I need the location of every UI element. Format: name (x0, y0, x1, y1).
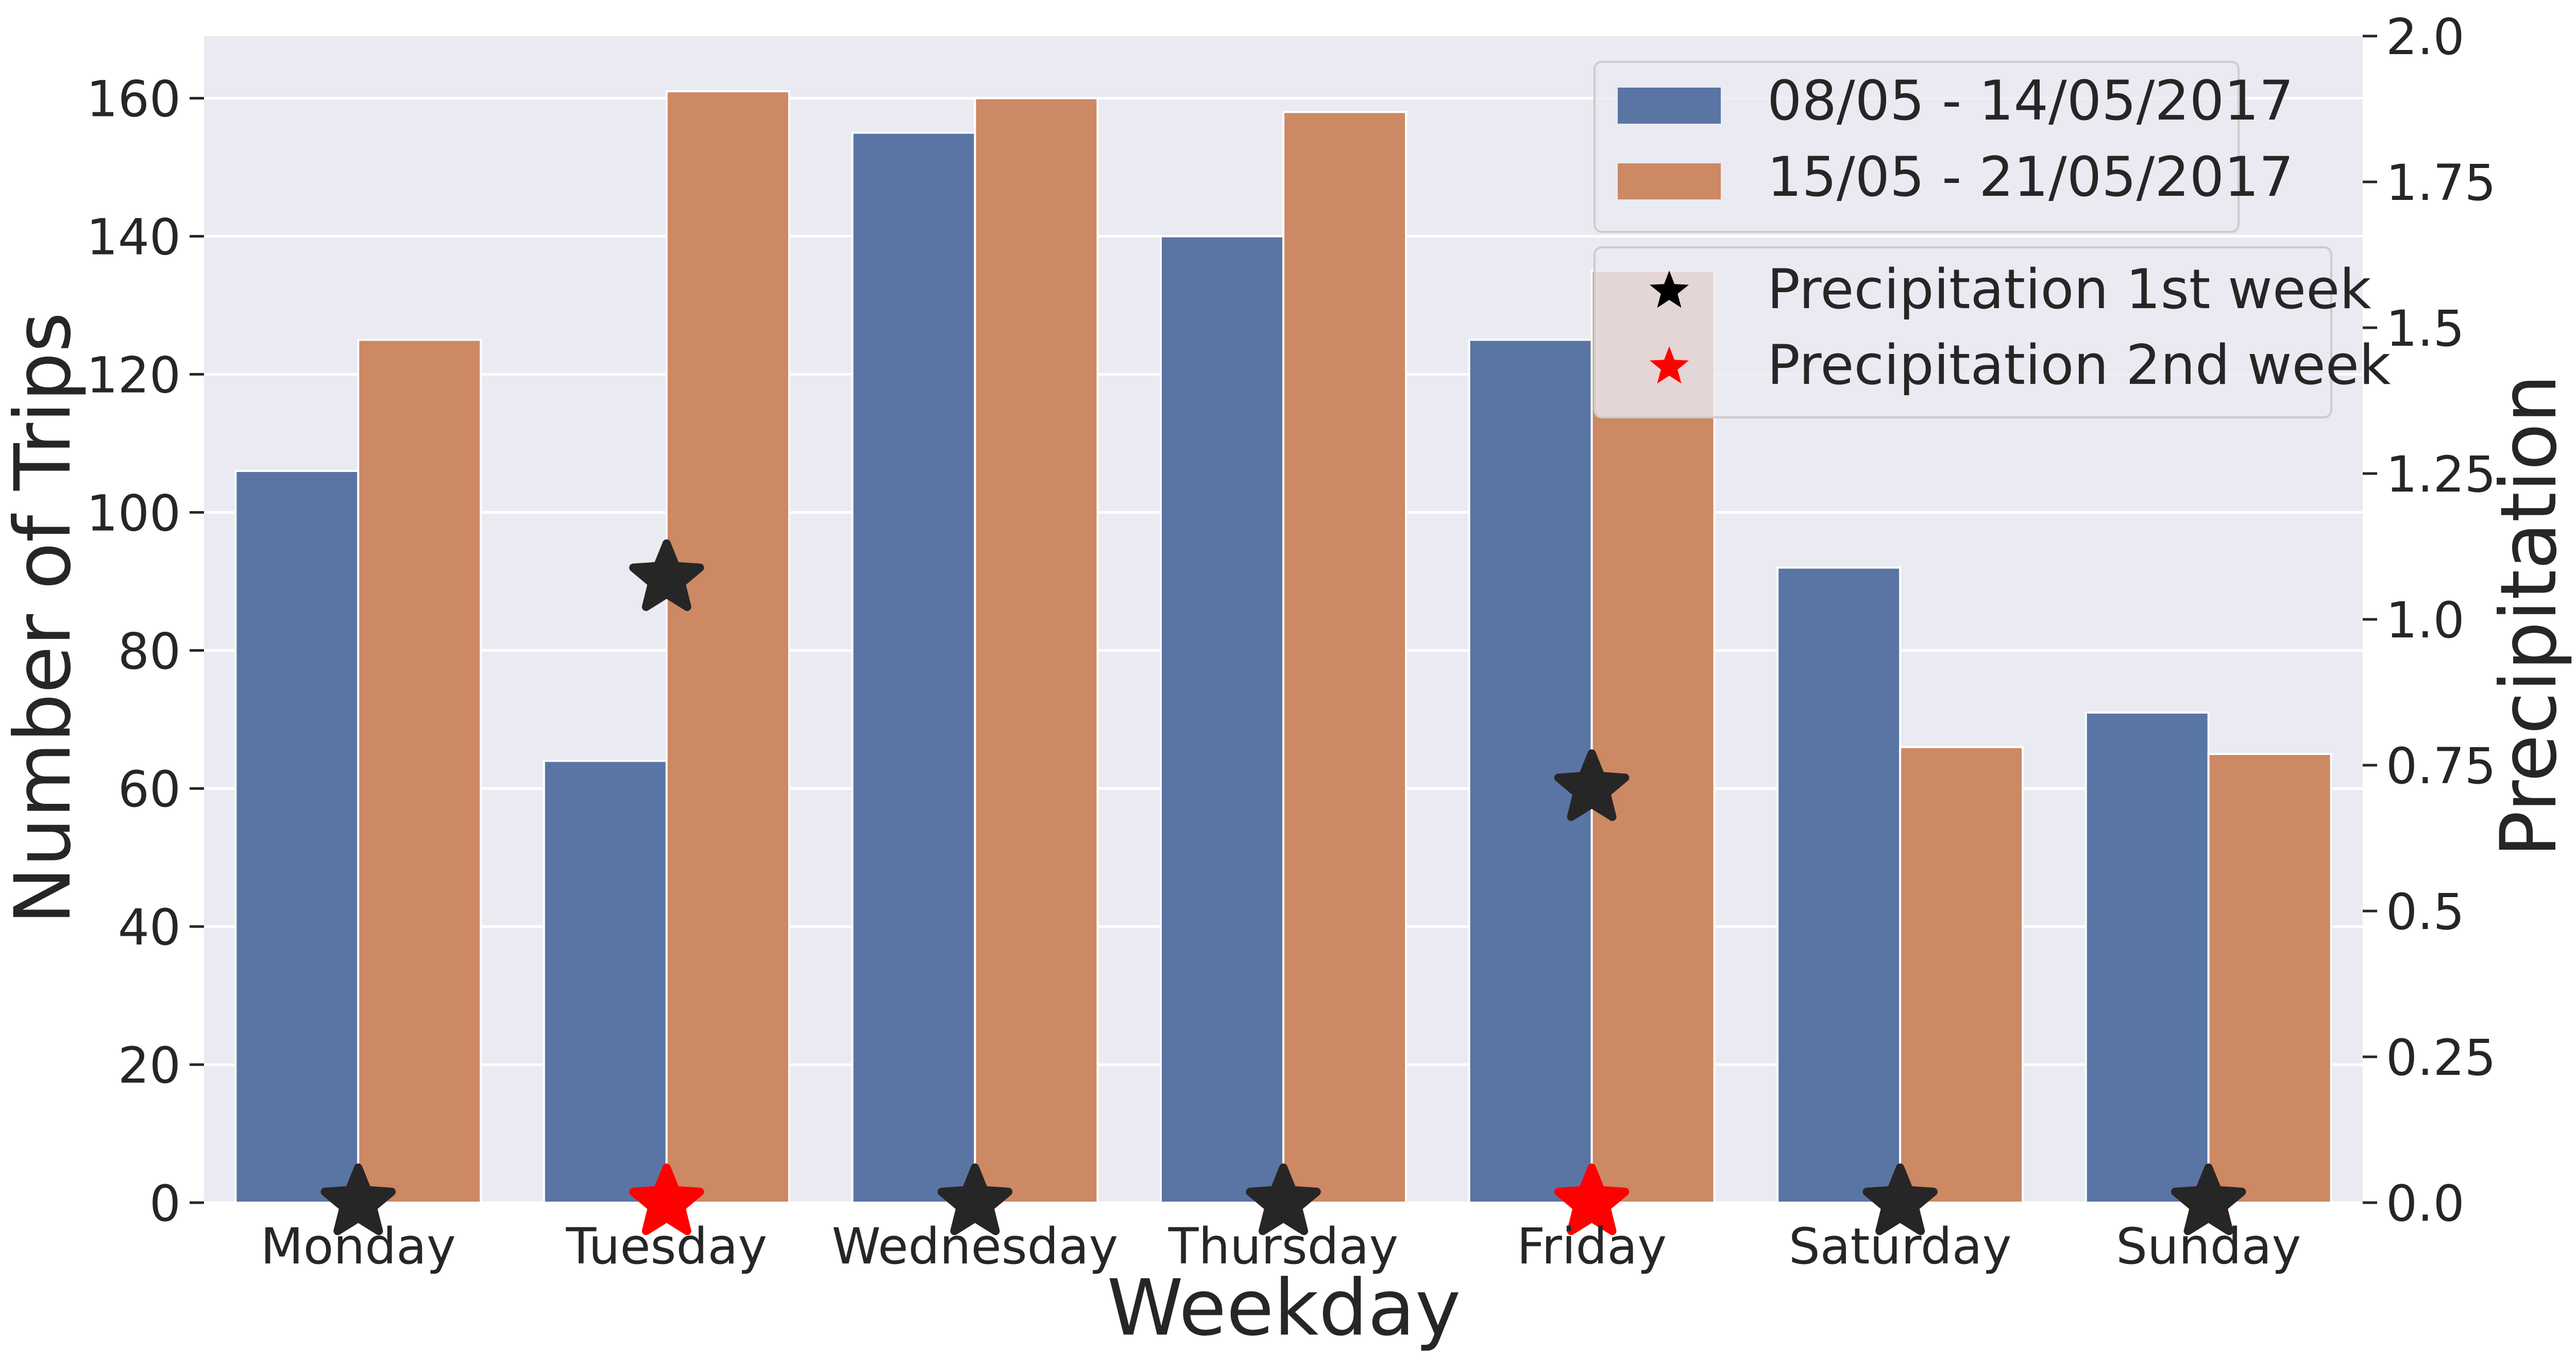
star-marker-week1 (629, 539, 704, 611)
bar-week2 (974, 97, 1099, 1204)
y-tick-label: 40 (118, 899, 181, 956)
star-marker-week1 (937, 1163, 1013, 1235)
x-tick-label: Sunday (2116, 1218, 2301, 1275)
y2-tick-label: 1.5 (2386, 300, 2465, 358)
y-axis-left: 0 20 40 60 80 100 120 140 160 (87, 71, 204, 1233)
x-tick-label: Wednesday (832, 1218, 1118, 1275)
y2-tick-label: 2.0 (2386, 8, 2465, 66)
y2-tick-label: 0.0 (2386, 1175, 2465, 1233)
y-axis-title: Number of Trips (0, 312, 88, 925)
legend-swatch-week2 (1618, 163, 1721, 199)
y2-tick-label: 1.0 (2386, 592, 2465, 649)
y2-tick-label: 0.75 (2386, 737, 2496, 795)
precipitation-markers (320, 539, 2246, 1235)
star-marker-week1 (1246, 1163, 1321, 1235)
y-tick-label: 60 (118, 761, 181, 818)
x-tick-label: Friday (1517, 1218, 1667, 1275)
legend-label-precip-week2: Precipitation 2nd week (1767, 333, 2391, 397)
bar-week2 (1590, 269, 1716, 1204)
legend-swatch-week1 (1618, 88, 1721, 124)
legend-bars-box (1594, 61, 2240, 233)
y-tick-label: 20 (118, 1037, 181, 1094)
legend-star-icon-week2 (1650, 346, 1689, 384)
y-tick-label: 100 (87, 484, 181, 542)
y-tick-label: 120 (87, 346, 181, 404)
y-tick-label: 140 (87, 208, 181, 266)
bar-week1 (234, 469, 360, 1204)
x-tick-label: Tuesday (566, 1218, 768, 1275)
y2-tick-label: 1.75 (2386, 154, 2496, 212)
y2-tick-label: 1.25 (2386, 446, 2496, 503)
x-tick-label: Saturday (1789, 1218, 2012, 1275)
bar-week1 (1468, 339, 1593, 1204)
legend-star-icon-week1 (1650, 271, 1689, 308)
y-tick-label: 160 (87, 71, 181, 128)
bars (234, 90, 2332, 1204)
bar-week2 (357, 339, 482, 1204)
y2-axis-title: Precipitation (2484, 374, 2574, 857)
star-marker-week2 (1554, 1163, 1630, 1235)
x-axis-title: Weekday (1107, 1263, 1461, 1353)
star-marker-week1 (320, 1163, 396, 1235)
x-tick-label: Thursday (1168, 1218, 1398, 1275)
star-marker-week2 (629, 1163, 704, 1235)
y-tick-label: 80 (118, 622, 181, 680)
bar-week2 (1899, 746, 2024, 1204)
legend-precipitation: Precipitation 1st week Precipitation 2nd… (1594, 246, 2391, 418)
bar-week1 (1776, 566, 1902, 1204)
x-tick-label: Monday (261, 1218, 456, 1275)
star-marker-week1 (1554, 749, 1630, 821)
star-marker-week1 (2171, 1163, 2246, 1235)
y2-tick-label: 0.5 (2386, 883, 2465, 941)
bar-week1 (543, 760, 668, 1204)
bar-week2 (1282, 111, 1407, 1204)
bar-week2 (2207, 753, 2332, 1204)
y2-tick-label: 0.25 (2386, 1029, 2496, 1087)
y-axis-right: 0.0 0.25 0.5 0.75 1.0 1.25 1.5 1.75 2.0 (2363, 8, 2496, 1233)
x-axis: Monday Tuesday Wednesday Thursday Friday Satu… (261, 1218, 2301, 1275)
star-marker-week1 (1862, 1163, 1938, 1235)
y-tick-label: 0 (149, 1175, 181, 1233)
legend-bars: 08/05 - 14/05/2017 15/05 - 21/05/2017 (1594, 61, 2294, 233)
legend-label-precip-week1: Precipitation 1st week (1767, 258, 2371, 321)
bar-week2 (665, 90, 790, 1204)
bar-week1 (2084, 711, 2210, 1204)
legend-precipitation-box (1594, 246, 2332, 418)
legend-label-week2: 15/05 - 21/05/2017 (1767, 145, 2294, 209)
bar-week1 (1160, 235, 1284, 1204)
bar-week1 (851, 131, 976, 1204)
legend-label-week1: 08/05 - 14/05/2017 (1767, 69, 2294, 132)
